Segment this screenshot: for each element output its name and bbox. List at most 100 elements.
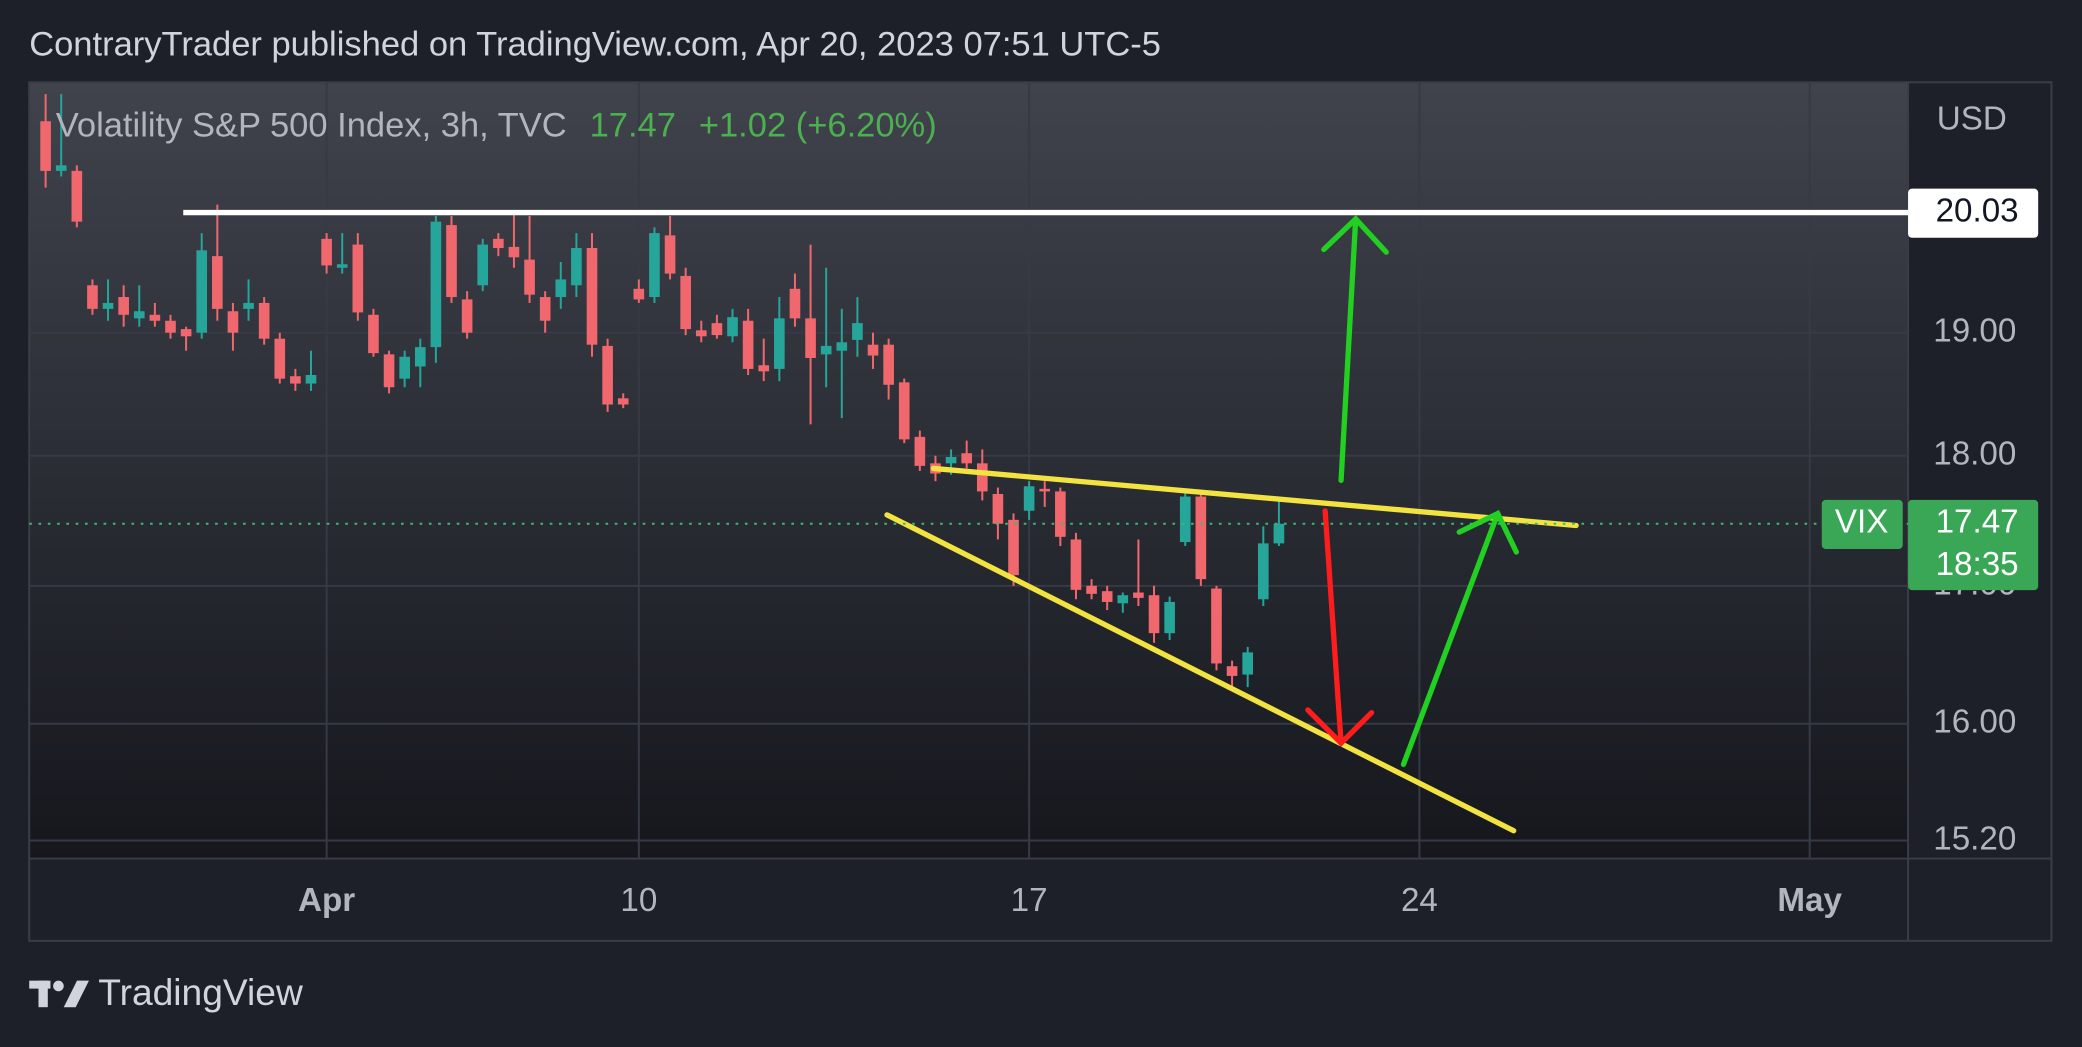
- candle-body: [976, 463, 988, 492]
- chart-frame: [28, 81, 2053, 942]
- candle-body: [1008, 519, 1019, 576]
- candle-body: [524, 259, 535, 295]
- symbol-label: VIX: [1835, 504, 1888, 541]
- candle-body: [805, 318, 816, 358]
- candle-body: [1164, 601, 1175, 634]
- candle-body: [1257, 543, 1269, 600]
- candle-body: [1273, 523, 1285, 544]
- legend-title: Volatility S&P 500 Index, 3h, TVC: [56, 107, 567, 145]
- candle-body: [243, 302, 254, 309]
- candle-body: [633, 288, 645, 300]
- candle-body: [212, 256, 223, 309]
- candle-body: [87, 285, 98, 309]
- candle-body: [1023, 486, 1035, 511]
- brand: TradingView: [98, 971, 303, 1013]
- level-label-box: [1908, 188, 2039, 238]
- candle-body: [461, 299, 473, 333]
- candle-body: [118, 297, 129, 315]
- candle-body: [758, 365, 770, 372]
- x-tick-label: 17: [1011, 882, 1048, 919]
- candle-body: [883, 344, 894, 385]
- candle-body: [336, 264, 348, 268]
- legend: Volatility S&P 500 Index, 3h, TVC 17.47 …: [56, 107, 937, 145]
- candle-body: [508, 246, 520, 258]
- candle-body: [680, 275, 691, 330]
- candle-body: [555, 279, 567, 298]
- candle-body: [914, 436, 926, 466]
- candle-body: [258, 302, 270, 339]
- arrow-head: [1321, 215, 1389, 255]
- candle-body: [430, 221, 442, 348]
- currency: USD: [1937, 101, 2007, 138]
- candle-body: [1148, 595, 1160, 634]
- candle-body: [836, 342, 848, 351]
- candle-body: [711, 323, 723, 336]
- candle-body: [1055, 491, 1066, 537]
- y-tick-label: 19.00: [1933, 312, 2016, 349]
- candle-body: [71, 170, 83, 222]
- candle-body: [133, 311, 145, 319]
- candle-body: [383, 354, 395, 388]
- candle-body: [321, 238, 332, 266]
- candle-body: [742, 320, 754, 369]
- candle-body: [227, 311, 239, 333]
- symbol-box: [1821, 499, 1903, 549]
- candle-body: [1179, 496, 1191, 543]
- y-tick-label: 18.00: [1933, 436, 2016, 473]
- candle-body: [290, 376, 301, 384]
- arrow: [1338, 216, 1359, 484]
- candle-body: [477, 244, 489, 286]
- candle-body: [945, 457, 957, 464]
- candle-body: [305, 375, 317, 384]
- logo-part: [63, 980, 89, 1008]
- candle-body: [149, 314, 161, 321]
- candle-body: [571, 248, 582, 286]
- arrow-head: [1305, 707, 1375, 747]
- x-tick-label: May: [1777, 882, 1842, 919]
- candle-body: [617, 398, 629, 405]
- drawings: [884, 215, 1579, 834]
- candle-body: [1226, 666, 1238, 676]
- candle-body: [1195, 496, 1207, 580]
- candle-body: [493, 238, 504, 249]
- candle-body: [368, 314, 379, 354]
- candles: [40, 94, 1285, 689]
- arrow: [1322, 508, 1344, 746]
- candle-body: [1211, 588, 1222, 664]
- candle-body: [727, 317, 738, 337]
- candle-body: [1242, 652, 1254, 675]
- candle-body: [55, 165, 67, 171]
- candle-body: [1101, 591, 1113, 602]
- candle-body: [1117, 595, 1129, 604]
- candle-body: [1086, 585, 1097, 594]
- candle-body: [539, 297, 551, 321]
- candle-body: [867, 344, 879, 356]
- trendline: [884, 512, 1517, 834]
- candle-body: [586, 248, 598, 345]
- candle-body: [40, 121, 51, 171]
- candle-body: [774, 318, 785, 369]
- candle-body: [274, 338, 286, 379]
- header: ContraryTrader published on TradingView.…: [29, 26, 1161, 64]
- legend-price: 17.47: [590, 107, 676, 145]
- candle-body: [602, 345, 613, 405]
- price-box: [1908, 499, 2039, 591]
- candle-body: [1070, 539, 1082, 590]
- candle-body: [898, 382, 910, 440]
- arrow-head: [1456, 510, 1520, 555]
- candle-body: [961, 453, 972, 464]
- y-tick-label: 15.20: [1933, 820, 2016, 857]
- legend-change: +1.02 (+6.20%): [699, 107, 937, 145]
- candle-body: [695, 330, 707, 337]
- candle-body: [165, 320, 176, 333]
- candle-body: [1133, 592, 1144, 598]
- x-tick-label: 10: [620, 882, 657, 919]
- logo-part: [53, 980, 64, 992]
- candle-body: [664, 235, 676, 274]
- y-tick-label: 20.03: [1936, 192, 2019, 229]
- countdown-label: 18:35: [1936, 546, 2019, 583]
- candle-body: [992, 493, 1004, 524]
- logo-part: [38, 980, 48, 1008]
